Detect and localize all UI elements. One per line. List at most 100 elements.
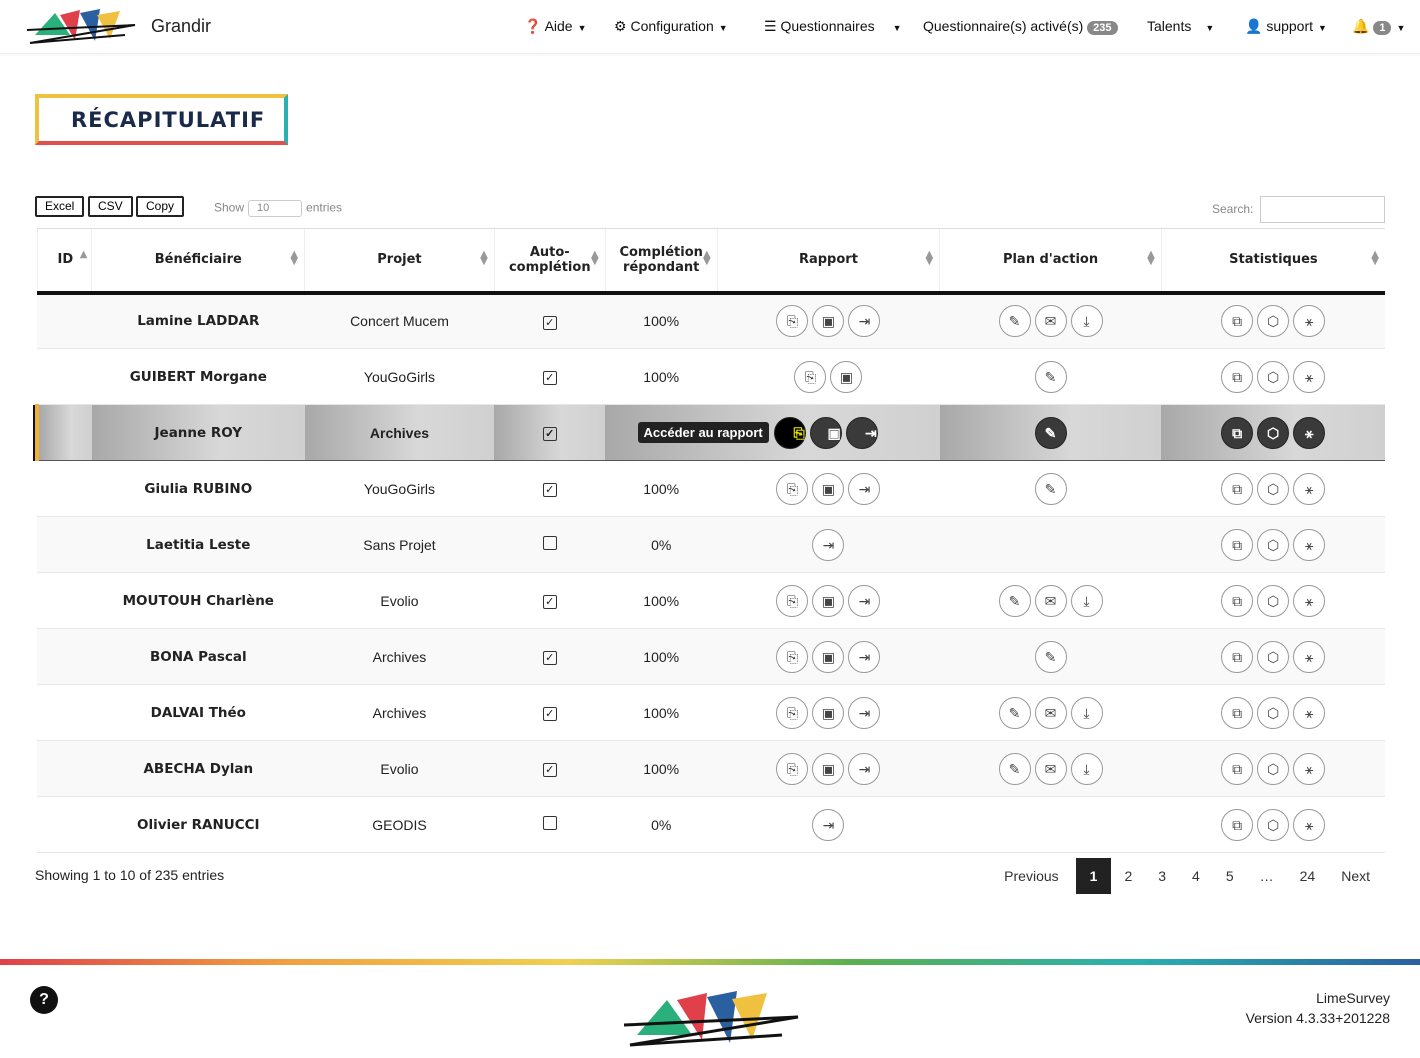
table-row[interactable]: BONA Pascal Archives ✓ 100% ⎘ ▣ ⇥ ✎ ⧉ ⬡ ⚹ <box>37 628 1385 685</box>
report-icon[interactable]: ▣ <box>812 696 845 729</box>
copy-button[interactable]: Copy <box>136 196 185 217</box>
inbox-icon[interactable]: ✉ <box>1034 305 1067 338</box>
network-icon[interactable]: ⚹ <box>1293 640 1326 673</box>
checkbox[interactable]: ✓ <box>542 707 557 721</box>
report-icon[interactable]: ▣ <box>812 584 845 617</box>
beneficiary-name[interactable]: Jeanne ROY <box>91 404 305 461</box>
beneficiary-name[interactable]: Laetitia Leste <box>91 516 305 573</box>
previous-button[interactable]: Previous <box>1004 868 1059 884</box>
table-row[interactable]: Giulia RUBINO YouGoGirls ✓ 100% ⎘ ▣ ⇥ ✎ ⧉ ⬡… <box>37 460 1385 517</box>
report-icon[interactable]: ▣ <box>812 472 845 505</box>
table-row[interactable]: Olivier RANUCCI GEODIS 0% ⇥ ⧉ ⬡ ⚹ <box>37 796 1385 853</box>
export-icon[interactable]: ⇥ <box>848 584 881 617</box>
export-icon[interactable]: ⇥ <box>848 472 881 505</box>
table-row[interactable]: MOUTOUH Charlène Evolio ✓ 100% ⎘ ▣ ⇥ ✎ ✉ ⤓ ⧉… <box>37 572 1385 629</box>
network-icon[interactable]: ⚹ <box>1293 360 1326 393</box>
checkbox[interactable]: ✓ <box>542 371 557 385</box>
grandir-logo[interactable] <box>25 5 137 49</box>
checkbox[interactable]: ✓ <box>542 595 557 609</box>
hexagon-icon[interactable]: ⬡ <box>1257 696 1290 729</box>
page-button[interactable]: 5 <box>1225 868 1234 884</box>
download-icon[interactable]: ⤓ <box>1070 696 1103 729</box>
network-icon[interactable]: ⚹ <box>1293 416 1326 449</box>
export-icon[interactable]: ⇥ <box>848 696 881 729</box>
column-header[interactable]: Projet ▲ ▼ <box>304 228 495 295</box>
network-icon[interactable]: ⚹ <box>1293 528 1326 561</box>
menu-active-surveys[interactable]: Questionnaire(s) activé(s) 235 <box>923 18 1118 35</box>
copy-icon[interactable]: ⎘ <box>776 752 809 785</box>
copy-icon[interactable]: ⎘ <box>776 584 809 617</box>
chart-user-icon[interactable]: ⧉ <box>1221 528 1254 561</box>
chart-user-icon[interactable]: ⧉ <box>1221 472 1254 505</box>
network-icon[interactable]: ⚹ <box>1293 752 1326 785</box>
page-button[interactable]: 3 <box>1158 868 1167 884</box>
entries-select[interactable]: 10 <box>248 200 303 217</box>
column-header[interactable]: Rapport ▲ ▼ <box>716 228 940 295</box>
chart-user-icon[interactable]: ⧉ <box>1221 416 1254 449</box>
csv-button[interactable]: CSV <box>88 196 133 217</box>
network-icon[interactable]: ⚹ <box>1293 472 1326 505</box>
plan-edit-icon[interactable]: ✎ <box>998 696 1031 729</box>
report-icon[interactable]: ▣ <box>809 416 842 449</box>
hexagon-icon[interactable]: ⬡ <box>1257 752 1290 785</box>
column-header[interactable]: Complétion répondant ▲ ▼ <box>604 228 718 295</box>
plan-edit-icon[interactable]: ✎ <box>1034 416 1067 449</box>
copy-icon[interactable]: ⎘ <box>773 416 806 449</box>
beneficiary-name[interactable]: MOUTOUH Charlène <box>91 572 305 629</box>
hexagon-icon[interactable]: ⬡ <box>1257 305 1290 338</box>
column-header[interactable]: Bénéficiaire ▲ ▼ <box>91 228 305 295</box>
beneficiary-name[interactable]: Lamine LADDAR <box>91 292 305 349</box>
download-icon[interactable]: ⤓ <box>1070 584 1103 617</box>
report-icon[interactable]: ▣ <box>812 305 845 338</box>
beneficiary-name[interactable]: DALVAI Théo <box>91 684 305 741</box>
hexagon-icon[interactable]: ⬡ <box>1257 416 1290 449</box>
plan-edit-icon[interactable]: ✎ <box>998 305 1031 338</box>
page-button[interactable]: 2 <box>1124 868 1133 884</box>
copy-icon[interactable]: ⎘ <box>794 360 827 393</box>
table-row[interactable]: ABECHA Dylan Evolio ✓ 100% ⎘ ▣ ⇥ ✎ ✉ ⤓ ⧉ ⬡ ⚹ <box>37 740 1385 797</box>
plan-edit-icon[interactable]: ✎ <box>998 752 1031 785</box>
chart-user-icon[interactable]: ⧉ <box>1221 696 1254 729</box>
excel-button[interactable]: Excel <box>35 196 85 217</box>
copy-icon[interactable]: ⎘ <box>776 472 809 505</box>
network-icon[interactable]: ⚹ <box>1293 696 1326 729</box>
chart-user-icon[interactable]: ⧉ <box>1221 752 1254 785</box>
plan-edit-icon[interactable]: ✎ <box>1034 360 1067 393</box>
menu-support[interactable]: 👤 support ▼ <box>1245 18 1327 34</box>
beneficiary-name[interactable]: ABECHA Dylan <box>91 740 305 797</box>
chart-user-icon[interactable]: ⧉ <box>1221 584 1254 617</box>
network-icon[interactable]: ⚹ <box>1293 305 1326 338</box>
hexagon-icon[interactable]: ⬡ <box>1257 472 1290 505</box>
hexagon-icon[interactable]: ⬡ <box>1257 584 1290 617</box>
search-input[interactable] <box>1260 196 1385 223</box>
report-icon[interactable]: ▣ <box>830 360 863 393</box>
brand-name[interactable]: Grandir <box>151 16 212 36</box>
checkbox[interactable] <box>542 816 557 830</box>
table-row[interactable]: GUIBERT Morgane YouGoGirls ✓ 100% ⎘ ▣ ✎ ⧉… <box>37 348 1385 405</box>
beneficiary-name[interactable]: BONA Pascal <box>91 628 305 685</box>
table-row[interactable]: Laetitia Leste Sans Projet 0% ⇥ ⧉ ⬡ ⚹ <box>37 516 1385 573</box>
report-icon[interactable]: ▣ <box>812 752 845 785</box>
column-header[interactable]: Plan d'action ▲ ▼ <box>939 228 1162 295</box>
export-icon[interactable]: ⇥ <box>812 808 845 841</box>
export-icon[interactable]: ⇥ <box>848 752 881 785</box>
column-header[interactable]: Statistiques ▲ ▼ <box>1160 228 1385 295</box>
chart-user-icon[interactable]: ⧉ <box>1221 360 1254 393</box>
menu-questionnaires[interactable]: ☰ Questionnaires ▼ <box>764 18 902 34</box>
inbox-icon[interactable]: ✉ <box>1034 584 1067 617</box>
export-icon[interactable]: ⇥ <box>848 640 881 673</box>
table-row[interactable]: Jeanne ROY Archives ✓ Accéder au rapport… <box>35 404 1385 461</box>
next-button[interactable]: Next <box>1341 868 1370 884</box>
beneficiary-name[interactable]: Olivier RANUCCI <box>91 796 305 853</box>
chart-user-icon[interactable]: ⧉ <box>1221 808 1254 841</box>
chart-user-icon[interactable]: ⧉ <box>1221 640 1254 673</box>
hexagon-icon[interactable]: ⬡ <box>1257 528 1290 561</box>
checkbox[interactable]: ✓ <box>542 763 557 777</box>
table-row[interactable]: DALVAI Théo Archives ✓ 100% ⎘ ▣ ⇥ ✎ ✉ ⤓ ⧉ ⬡ ⚹ <box>37 684 1385 741</box>
menu-talents[interactable]: Talents ▼ <box>1147 18 1215 34</box>
column-header[interactable]: ID ▲ <box>36 228 92 295</box>
inbox-icon[interactable]: ✉ <box>1034 696 1067 729</box>
help-button[interactable]: ? <box>30 986 58 1014</box>
table-row[interactable]: Lamine LADDAR Concert Mucem ✓ 100% ⎘ ▣ ⇥ ✎… <box>37 292 1385 349</box>
export-icon[interactable]: ⇥ <box>812 528 845 561</box>
